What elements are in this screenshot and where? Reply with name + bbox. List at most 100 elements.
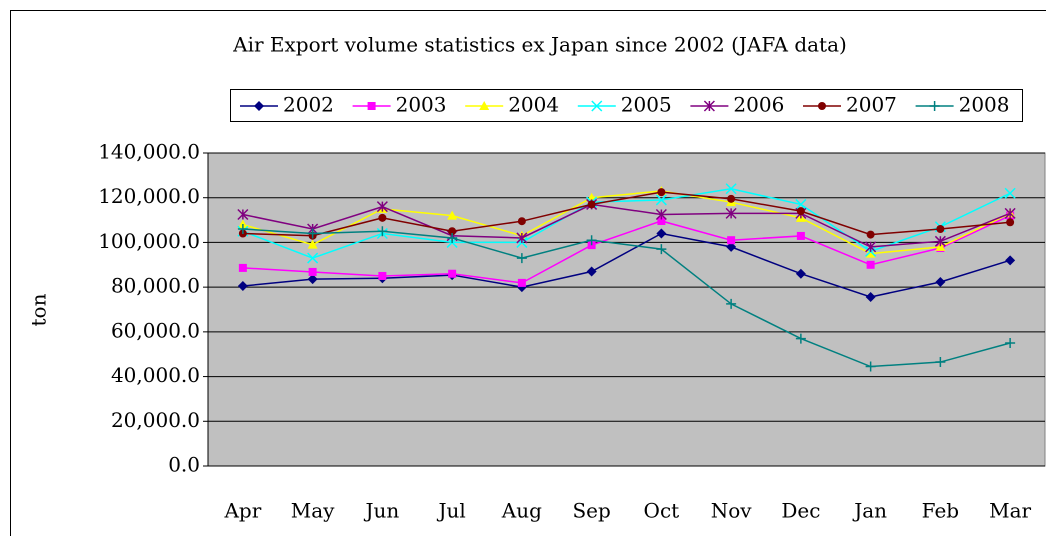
marker <box>447 232 458 243</box>
x-tick-label: May <box>291 499 335 523</box>
marker <box>936 225 945 234</box>
marker <box>796 231 805 240</box>
marker <box>656 244 667 255</box>
marker <box>934 235 946 247</box>
marker <box>795 198 807 210</box>
x-tick-label: Sep <box>572 499 610 523</box>
marker <box>378 271 387 280</box>
marker <box>448 227 457 236</box>
legend-label: 2003 <box>396 93 447 117</box>
marker <box>935 357 946 368</box>
marker <box>727 236 736 245</box>
x-tick-label: Aug <box>501 499 542 523</box>
legend-marker <box>818 102 826 110</box>
marker <box>935 241 946 251</box>
marker <box>725 183 737 195</box>
marker <box>378 213 387 222</box>
marker <box>307 252 319 264</box>
marker <box>307 239 318 249</box>
marker <box>307 274 318 285</box>
x-tick-label: Dec <box>781 499 820 523</box>
legend-marker <box>367 102 376 110</box>
y-tick-label: 140,000.0 <box>98 140 200 164</box>
marker <box>866 260 875 269</box>
series-line <box>242 203 1011 248</box>
marker <box>795 333 806 344</box>
marker <box>237 224 248 235</box>
legend-label: 2005 <box>621 93 672 117</box>
marker <box>448 269 457 278</box>
plot-area <box>207 152 1046 467</box>
series-line <box>242 214 1011 284</box>
x-tick-label: Jan <box>852 499 887 523</box>
legend-label: 2007 <box>846 93 897 117</box>
y-tick-label: 100,000.0 <box>98 229 200 253</box>
marker <box>726 298 737 309</box>
marker <box>725 207 737 219</box>
chart-title: Air Export volume statistics ex Japan si… <box>232 33 847 57</box>
marker <box>727 194 736 203</box>
marker <box>587 200 596 209</box>
marker <box>376 201 388 213</box>
marker <box>726 241 737 252</box>
marker <box>796 207 805 216</box>
marker <box>237 281 248 292</box>
x-tick-label: Jul <box>436 499 465 523</box>
legend-marker <box>254 101 264 111</box>
marker <box>308 267 317 276</box>
y-tick-label: 0.0 <box>168 453 200 477</box>
y-axis-label: ton <box>27 293 51 326</box>
marker <box>657 188 666 197</box>
series-line <box>242 191 1011 237</box>
marker <box>1004 207 1016 219</box>
marker <box>795 268 806 279</box>
series-line <box>242 188 1011 259</box>
legend-marker <box>479 101 490 110</box>
legend-marker <box>591 100 603 112</box>
marker <box>238 263 247 272</box>
marker <box>516 232 528 244</box>
legend-label: 2004 <box>508 93 559 117</box>
x-tick-label: Nov <box>711 499 753 523</box>
marker <box>517 278 526 287</box>
marker <box>865 241 877 253</box>
y-tick-label: 40,000.0 <box>111 363 200 387</box>
marker <box>1006 218 1015 227</box>
legend-label: 2006 <box>733 93 784 117</box>
marker <box>307 228 318 239</box>
marker <box>517 217 526 226</box>
marker <box>586 235 597 246</box>
legend-marker <box>703 100 715 112</box>
x-tick-label: Mar <box>989 499 1031 523</box>
marker <box>657 216 666 225</box>
marker <box>1005 338 1016 349</box>
marker <box>1005 255 1016 266</box>
marker <box>237 208 249 221</box>
marker <box>866 230 875 239</box>
y-tick-label: 120,000.0 <box>98 184 200 208</box>
legend-marker <box>929 101 940 111</box>
marker <box>1004 187 1016 199</box>
marker <box>655 194 667 206</box>
marker <box>586 266 597 277</box>
series-line <box>242 190 1011 255</box>
series-line <box>242 232 1011 298</box>
legend-label: 2002 <box>283 93 334 117</box>
x-tick-label: Apr <box>223 499 261 523</box>
y-tick-label: 20,000.0 <box>111 408 200 432</box>
marker <box>656 228 667 239</box>
x-tick-label: Oct <box>644 499 680 523</box>
y-tick-label: 80,000.0 <box>111 274 200 298</box>
series-line <box>242 228 1011 368</box>
marker <box>516 253 527 264</box>
marker <box>655 208 667 221</box>
legend-label: 2008 <box>959 93 1010 117</box>
x-tick-label: Jun <box>363 499 399 523</box>
marker <box>865 248 876 258</box>
marker <box>865 291 876 302</box>
x-tick-label: Feb <box>922 499 959 523</box>
marker <box>935 277 946 288</box>
marker <box>377 226 388 237</box>
marker <box>447 210 458 220</box>
